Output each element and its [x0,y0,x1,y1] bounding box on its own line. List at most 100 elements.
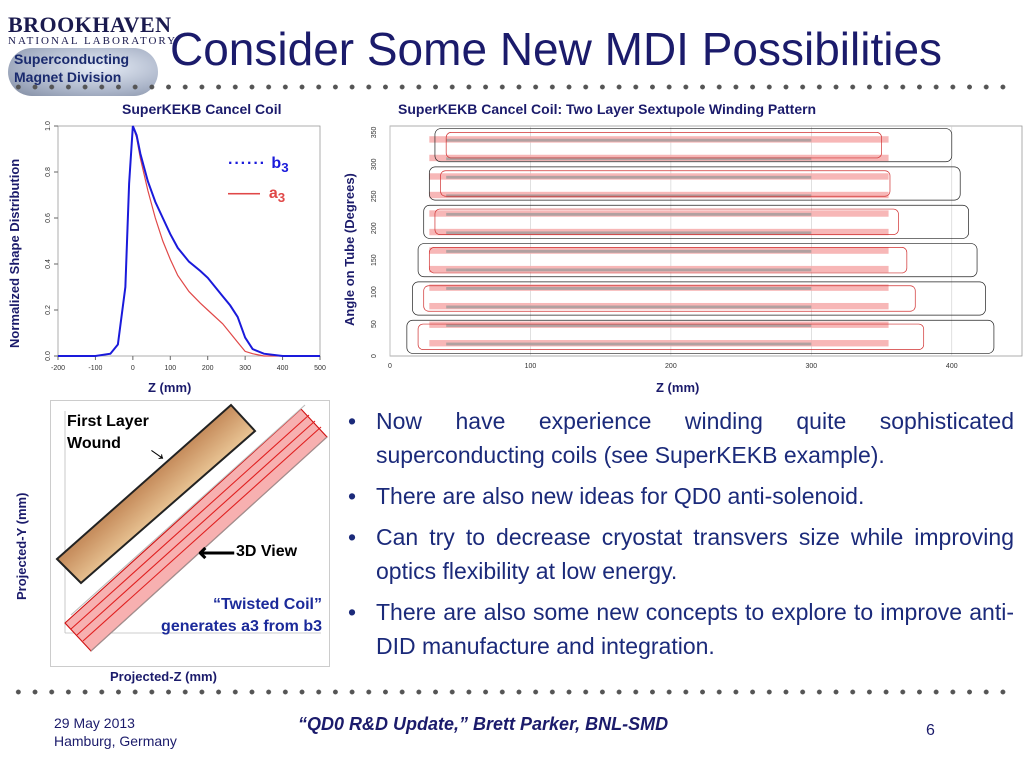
divider-bottom [10,689,1014,695]
winding-loop [434,208,899,235]
first-layer-label: First Layer Wound [67,411,149,455]
y-tick-label: 0.8 [45,167,52,177]
right-chart-title: SuperKEKB Cancel Coil: Two Layer Sextupo… [398,101,817,117]
winding-band-grey [446,342,812,346]
winding-band-grey [446,268,812,272]
logo-brookhaven: BROOKHAVEN [8,12,172,37]
winding-band-grey [446,194,812,198]
winding-loop [423,204,969,239]
winding-loop [406,319,995,354]
winding-loop [417,323,925,350]
footer-place: Hamburg, Germany [54,733,177,749]
bullet-item: Now have experience winding quite sophis… [342,404,1014,472]
x-tick-label: 300 [239,365,251,372]
legend-b3: ······ b3 [228,155,289,176]
winding-pattern [406,128,995,354]
y-tick-label: 200 [371,222,378,234]
x-tick-label: -100 [88,365,102,372]
first-layer-wound-photo [55,403,257,585]
plot-frame [389,125,1023,357]
legend-a3-label: a [268,185,278,202]
right-chart-xlabel: Z (mm) [656,380,700,395]
right-chart-ylabel: Angle on Tube (Degrees) [342,173,357,326]
winding-loop [428,166,961,201]
badge-line1: Superconducting [14,51,130,67]
series-b3-line [58,125,320,357]
x-tick-label: 400 [277,365,289,372]
winding-loop [445,132,882,159]
winding-loop [428,247,908,274]
x-tick-label: 0 [388,363,392,370]
footer-date: 29 May 2013 [54,715,135,731]
x-tick-label: 400 [946,363,958,370]
legend-a3-sub: 3 [277,190,286,206]
x-tick-label: 200 [202,365,214,372]
coil-xlabel: Projected-Z (mm) [110,669,217,684]
y-tick-label: 50 [371,320,378,328]
winding-loop [423,285,916,312]
footer-date-place: 29 May 2013 Hamburg, Germany [54,714,177,750]
coil-3d-view [50,400,330,667]
bullet-item: There are also new ideas for QD0 anti-so… [342,479,1014,513]
y-tick-label: 150 [371,254,378,266]
winding-band-grey [446,305,812,309]
y-tick-label: 0.0 [45,351,52,361]
winding-band-grey [446,212,812,216]
y-tick-label: 100 [371,286,378,298]
y-tick-label: 0.6 [45,213,52,223]
y-tick-label: 0 [371,354,378,358]
winding-loop [417,243,978,278]
left-chart: -200 -100 0 100 200 300 400 500 0.0 0.2 0.4 0.6 0.8 1… [45,121,326,372]
x-tick-label: 500 [314,365,326,372]
twisted-coil-note: “Twisted Coil” generates a3 from b3 [122,594,322,638]
winding-band-grey [446,175,812,179]
x-tick-label: 300 [805,363,817,370]
left-chart-xlabel: Z (mm) [148,380,192,395]
page-number: 6 [926,722,935,739]
x-tick-label: 100 [525,363,537,370]
3d-view-label: 3D View [236,543,298,560]
first-layer-line1: First Layer [67,413,149,430]
y-tick-label: 1.0 [45,121,52,131]
bullet-list: Now have experience winding quite sophis… [342,404,1014,670]
bullet-item: Can try to decrease cryostat transvers s… [342,520,1014,588]
winding-loop [440,170,891,197]
legend-b3-sub: 3 [281,160,289,176]
legend-a3: —— a3 [228,185,286,206]
coil-red-winding [64,404,328,652]
badge-line2: Magnet Division [14,69,122,85]
winding-band-grey [446,157,812,161]
arrow-left-icon: ⟵ [198,537,236,567]
left-chart-ylabel: Normalized Shape Distribution [7,158,22,348]
winding-band-grey [446,138,812,142]
slide-title: Consider Some New MDI Possibilities [170,23,943,75]
twisted-coil-line1: “Twisted Coil” [212,596,322,613]
legend-b3-label: b [271,155,282,172]
divider-top [10,84,1014,90]
footer-presentation: “QD0 R&D Update,” Brett Parker, BNL-SMD [298,714,669,734]
coil-ylabel: Projected-Y (mm) [14,492,29,600]
left-chart-title: SuperKEKB Cancel Coil [122,101,282,117]
winding-loop [412,281,986,316]
x-tick-label: 200 [665,363,677,370]
first-layer-line2: Wound [67,435,121,452]
winding-band-grey [446,249,812,253]
y-tick-label: 350 [371,126,378,138]
x-tick-label: 0 [131,365,135,372]
x-tick-label: 100 [164,365,176,372]
winding-band-grey [446,324,812,327]
y-tick-label: 0.2 [45,305,52,315]
winding-band-grey [446,231,812,235]
y-tick-label: 0.4 [45,259,52,269]
plot-frame [57,125,321,357]
bullet-item: There are also some new concepts to expl… [342,595,1014,663]
x-tick-label: -200 [51,365,65,372]
winding-loop [434,128,953,163]
winding-pattern-chart: 0 100 200 300 400 0 50 100 150 200 250 300 350 [371,125,1023,370]
winding-band-grey [446,287,812,290]
y-tick-label: 300 [371,158,378,170]
coil-3d-drawing [55,403,328,652]
y-tick-label: 250 [371,190,378,202]
twisted-coil-line2: generates a3 from b3 [161,618,322,635]
logo-national-laboratory: NATIONAL LABORATORY [8,35,178,47]
